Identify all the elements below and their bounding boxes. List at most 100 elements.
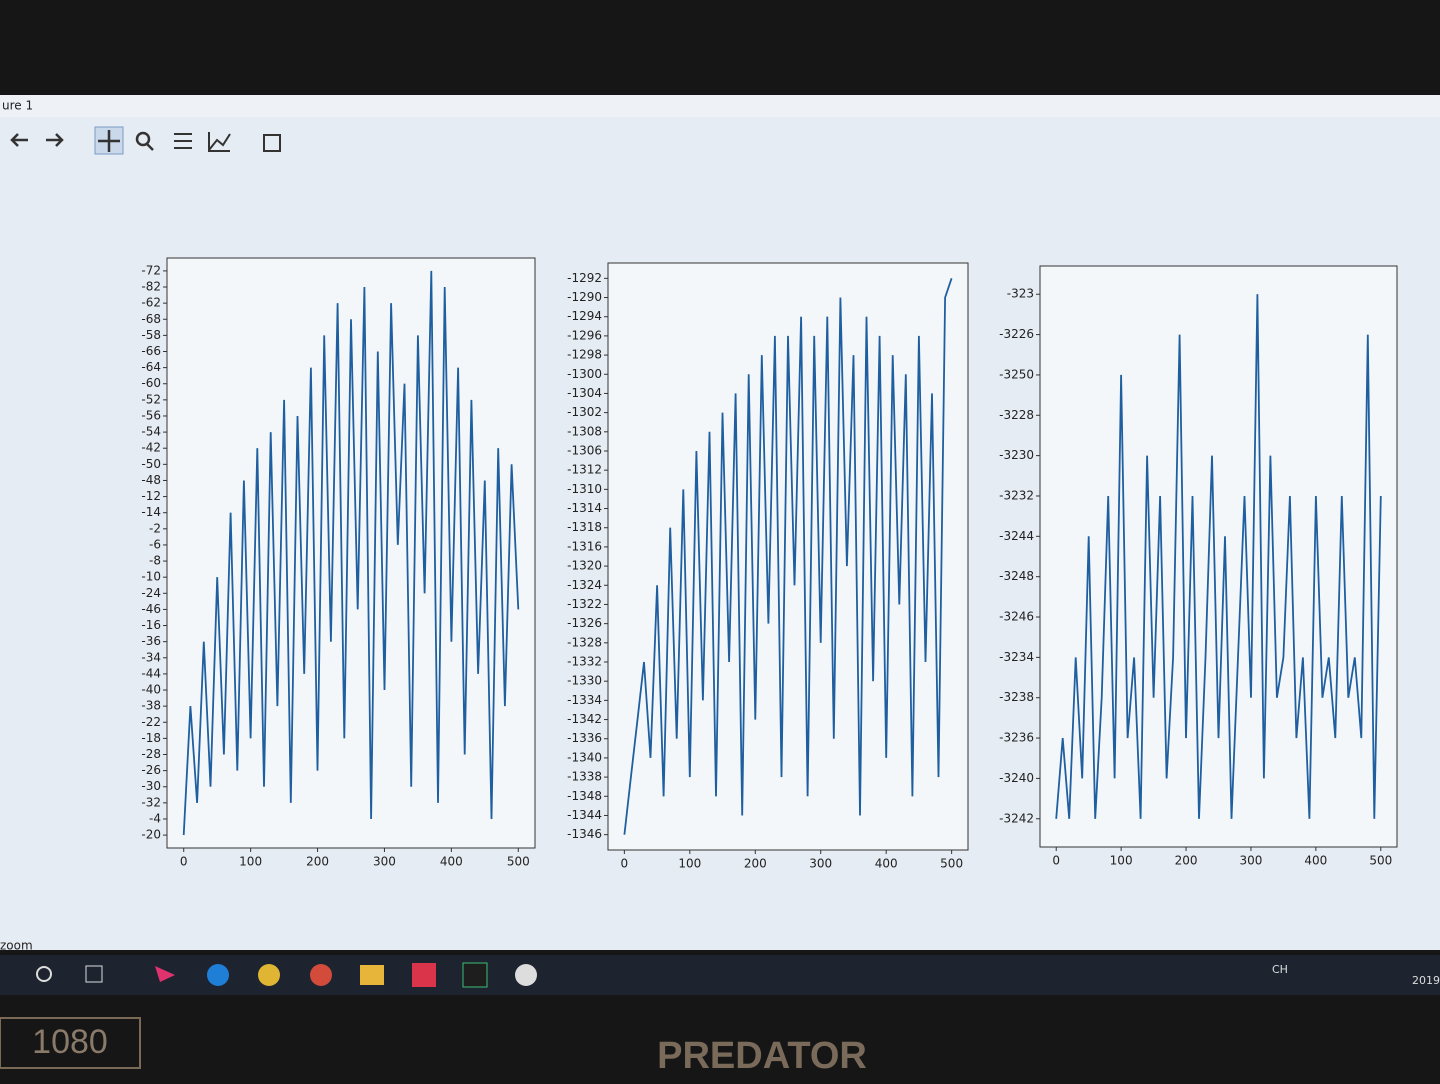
y-tick-label: -32: [141, 795, 161, 809]
language-indicator[interactable]: CH: [1272, 963, 1288, 976]
pycharm-icon[interactable]: [462, 962, 488, 988]
y-tick-label: -1304: [567, 386, 602, 400]
y-tick-label: -54: [141, 425, 161, 439]
y-tick-label: -1308: [567, 424, 602, 438]
y-tick-label: -3228: [999, 408, 1034, 422]
y-tick-label: -18: [141, 731, 161, 745]
y-tick-label: -1320: [567, 559, 602, 573]
status-text: zoom: [0, 939, 33, 953]
y-tick-label: -42: [141, 441, 161, 455]
y-tick-label: -40: [141, 683, 161, 697]
search-icon[interactable]: [36, 966, 52, 982]
y-tick-label: -22: [141, 715, 161, 729]
y-tick-label: -1306: [567, 443, 602, 457]
y-tick-label: -3242: [999, 811, 1034, 825]
y-tick-label: -1326: [567, 616, 602, 630]
y-tick-label: -12: [141, 489, 161, 503]
y-tick-label: -56: [141, 408, 161, 422]
y-tick-label: -68: [141, 312, 161, 326]
y-tick-label: -30: [141, 779, 161, 793]
y-tick-label: -323: [1007, 287, 1034, 301]
y-tick-label: -34: [141, 650, 161, 664]
back-button[interactable]: [10, 133, 28, 147]
x-tick-label: 400: [440, 855, 463, 869]
edit-button[interactable]: [208, 132, 231, 152]
y-tick-label: -3236: [999, 731, 1034, 745]
toolbar: [10, 126, 281, 155]
bezel-brand: PREDATOR: [657, 1035, 867, 1077]
window-title: ure 1: [2, 99, 33, 113]
y-tick-label: -1310: [567, 482, 602, 496]
y-tick-label: -3250: [999, 367, 1034, 381]
y-tick-label: -3226: [999, 327, 1034, 341]
x-tick-label: 400: [875, 857, 898, 871]
x-tick-label: 500: [1369, 854, 1392, 868]
y-tick-label: -1334: [567, 693, 602, 707]
forward-button[interactable]: [46, 133, 64, 147]
zoom-button[interactable]: [135, 131, 151, 147]
app-icon[interactable]: [155, 966, 175, 982]
x-tick-label: 200: [744, 857, 767, 871]
x-tick-label: 300: [373, 855, 396, 869]
y-tick-label: -1336: [567, 731, 602, 745]
y-tick-label: -66: [141, 344, 161, 358]
python-icon[interactable]: [515, 964, 537, 986]
app-icon[interactable]: [412, 963, 436, 987]
x-tick-label: 100: [1110, 854, 1133, 868]
title-bar: [0, 95, 1440, 117]
data-line: [623, 278, 953, 835]
y-tick-label: -1312: [567, 463, 602, 477]
y-tick-label: -82: [141, 280, 161, 294]
edge-icon[interactable]: [207, 964, 229, 986]
y-tick-label: -14: [141, 505, 161, 519]
y-tick-label: -4: [149, 811, 161, 825]
y-tick-label: -1318: [567, 520, 602, 534]
y-tick-label: -28: [141, 747, 161, 761]
y-tick-label: -1322: [567, 597, 602, 611]
y-tick-label: -46: [141, 602, 161, 616]
y-tick-label: -64: [141, 360, 161, 374]
save-button[interactable]: [263, 134, 281, 152]
x-tick-label: 100: [239, 855, 262, 869]
y-tick-label: -1294: [567, 309, 602, 323]
y-tick-label: -1346: [567, 827, 602, 841]
y-tick-label: -1290: [567, 290, 602, 304]
y-tick-label: -60: [141, 376, 161, 390]
zoom-icon: [146, 143, 154, 151]
configure-button[interactable]: [174, 133, 192, 149]
x-tick-label: 300: [809, 857, 832, 871]
y-tick-label: -1302: [567, 405, 602, 419]
chrome-icon[interactable]: [258, 964, 280, 986]
y-tick-label: -3244: [999, 529, 1034, 543]
y-tick-label: -52: [141, 392, 161, 406]
explorer-icon[interactable]: [360, 965, 384, 985]
task-view-icon[interactable]: [85, 965, 103, 983]
pan-icon: [98, 130, 120, 152]
y-tick-label: -1342: [567, 712, 602, 726]
y-tick-label: -26: [141, 763, 161, 777]
y-tick-label: -1324: [567, 578, 602, 592]
x-tick-label: 300: [1240, 854, 1263, 868]
y-tick-label: -1328: [567, 635, 602, 649]
chrome-icon[interactable]: [310, 964, 332, 986]
taskbar-icons: [36, 962, 537, 988]
y-tick-label: -1340: [567, 750, 602, 764]
y-tick-label: -16: [141, 618, 161, 632]
y-tick-label: -72: [141, 263, 161, 277]
y-tick-label: -44: [141, 666, 161, 680]
y-tick-label: -1300: [567, 367, 602, 381]
y-tick-label: -1296: [567, 328, 602, 342]
x-tick-label: 200: [1175, 854, 1198, 868]
data-line: [182, 270, 520, 836]
x-tick-label: 0: [1052, 854, 1060, 868]
y-tick-label: -3234: [999, 650, 1034, 664]
y-tick-label: -1330: [567, 674, 602, 688]
y-tick-label: -1316: [567, 539, 602, 553]
y-tick-label: -2: [149, 521, 161, 535]
y-tick-label: -62: [141, 296, 161, 310]
y-tick-label: -24: [141, 586, 161, 600]
y-tick-label: -3246: [999, 610, 1034, 624]
y-tick-label: -48: [141, 473, 161, 487]
clock[interactable]: 2019: [1412, 974, 1440, 987]
bezel-badge: [0, 1017, 141, 1069]
